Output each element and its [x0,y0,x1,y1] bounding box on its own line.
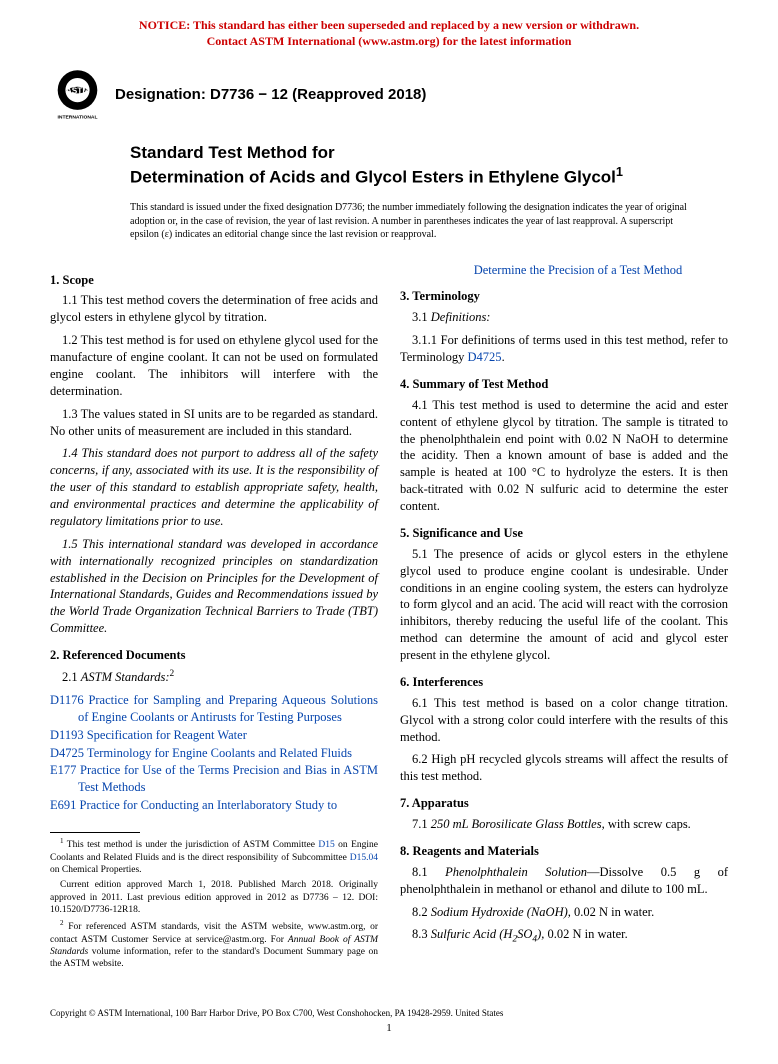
footnote-1a: 1 This test method is under the jurisdic… [50,837,378,876]
designation: Designation: D7736 − 12 (Reapproved 2018… [115,86,426,103]
ref-d1193-text[interactable]: Specification for Reagent Water [84,728,247,742]
s8-p3-rest: 0.02 N in water. [544,927,627,941]
section-5-head: 5. Significance and Use [400,525,728,542]
s7-p1-label: 250 mL Borosilicate Glass Bottles, [431,817,605,831]
ref-d4725: D4725 Terminology for Engine Coolants an… [50,745,378,762]
ref-d1193: D1193 Specification for Reagent Water [50,727,378,744]
doc-title: Standard Test Method for Determination o… [130,142,728,189]
footnote-2: 2 For referenced ASTM standards, visit t… [50,919,378,971]
notice-line2: Contact ASTM International (www.astm.org… [207,34,572,48]
ref-d1193-code[interactable]: D1193 [50,728,84,742]
s8-p1-num: 8.1 [412,865,445,879]
notice-banner: NOTICE: This standard has either been su… [50,18,728,49]
page-number: 1 [50,1022,728,1034]
ref-e177-code[interactable]: E177 [50,763,76,777]
astm-logo: ASTM INTERNATIONAL [50,67,105,122]
fn1-link1[interactable]: D15 [318,840,334,850]
section-1-p4: 1.4 This standard does not purport to ad… [50,445,378,529]
s3-p1-label: Definitions: [431,310,491,324]
fn1-link2[interactable]: D15.04 [350,853,378,863]
section-6-p1: 6.1 This test method is based on a color… [400,695,728,746]
ref-d1176-text[interactable]: Practice for Sampling and Preparing Aque… [78,693,378,724]
title-line1: Standard Test Method for [130,143,335,162]
header-row: ASTM INTERNATIONAL Designation: D7736 − … [50,67,728,122]
section-3-p2: 3.1.1 For definitions of terms used in t… [400,332,728,366]
section-8-p3: 8.3 Sulfuric Acid (H2SO4), 0.02 N in wat… [400,926,728,946]
s2-intro-sup: 2 [170,669,175,679]
title-line2: Determination of Acids and Glycol Esters… [130,168,616,187]
s8-p2-num: 8.2 [412,905,431,919]
section-4-head: 4. Summary of Test Method [400,376,728,393]
left-column: 1. Scope 1.1 This test method covers the… [50,262,378,974]
fn1-a: This test method is under the jurisdicti… [64,840,319,850]
s8-p3-mid: SO [517,927,532,941]
section-6-p2: 6.2 High pH recycled glycols streams wil… [400,751,728,785]
page: NOTICE: This standard has either been su… [0,0,778,1064]
s8-p3-pre: Sulfuric Acid (H [431,927,513,941]
s3-p2-post: . [502,350,505,364]
section-8-p1: 8.1 Phenolphthalein Solution—Dissolve 0.… [400,864,728,898]
ref-e177-text[interactable]: Practice for Use of the Terms Precision … [76,763,378,794]
section-1-p5: 1.5 This international standard was deve… [50,536,378,637]
copyright: Copyright © ASTM International, 100 Barr… [50,1008,728,1018]
s2-intro-num: 2.1 [62,670,81,684]
ref-d4725-text[interactable]: Terminology for Engine Coolants and Rela… [84,746,352,760]
section-3-head: 3. Terminology [400,288,728,305]
logo-text-top: ASTM [66,87,90,96]
s8-p1-label: Phenolphthalein Solution [445,865,587,879]
footnotes: 1 This test method is under the jurisdic… [50,837,378,971]
s3-p1-num: 3.1 [412,310,431,324]
ref-d4725-code[interactable]: D4725 [50,746,84,760]
s7-p1-rest: with screw caps. [605,817,691,831]
s8-p2-rest: 0.02 N in water. [571,905,654,919]
ref-d1176-code[interactable]: D1176 [50,693,84,707]
section-6-head: 6. Interferences [400,674,728,691]
section-1-p2: 1.2 This test method is for used on ethy… [50,332,378,400]
ref-e177: E177 Practice for Use of the Terms Preci… [50,762,378,796]
section-7-head: 7. Apparatus [400,795,728,812]
s8-p3-label: Sulfuric Acid (H2SO4), [431,927,545,941]
section-8-p2: 8.2 Sodium Hydroxide (NaOH), 0.02 N in w… [400,904,728,921]
s3-p2-link[interactable]: D4725 [468,350,502,364]
section-7-p1: 7.1 250 mL Borosilicate Glass Bottles, w… [400,816,728,833]
s8-p3-num: 8.3 [412,927,431,941]
s3-p2-pre: 3.1.1 For definitions of terms used in t… [400,333,728,364]
s7-p1-num: 7.1 [412,817,431,831]
section-1-head: 1. Scope [50,272,378,289]
section-2-head: 2. Referenced Documents [50,647,378,664]
title-block: Standard Test Method for Determination o… [130,142,728,189]
footnote-separator [50,832,140,833]
logo-text-bottom: INTERNATIONAL [58,115,98,121]
section-1-p1: 1.1 This test method covers the determin… [50,292,378,326]
ref-e691-code[interactable]: E691 [50,798,76,812]
notice-line1: NOTICE: This standard has either been su… [139,18,639,32]
section-8-head: 8. Reagents and Materials [400,843,728,860]
right-column: Determine the Precision of a Test Method… [400,262,728,974]
ref-d1176: D1176 Practice for Sampling and Preparin… [50,692,378,726]
section-1-p3: 1.3 The values stated in SI units are to… [50,406,378,440]
issuance-note: This standard is issued under the fixed … [130,201,728,242]
s2-intro-label: ASTM Standards: [81,670,170,684]
section-3-p1: 3.1 Definitions: [400,309,728,326]
ref-e691: E691 Practice for Conducting an Interlab… [50,797,378,814]
fn2-b: volume information, refer to the standar… [50,947,378,969]
ref-e691-cont[interactable]: Determine the Precision of a Test Method [400,262,728,279]
footnote-1b: Current edition approved March 1, 2018. … [50,879,378,916]
ref-e691-text[interactable]: Practice for Conducting an Interlaborato… [76,798,337,812]
title-sup: 1 [616,164,623,179]
columns: 1. Scope 1.1 This test method covers the… [50,262,728,974]
s8-p2-label: Sodium Hydroxide (NaOH), [431,905,571,919]
fn1-c: on Chemical Properties. [50,865,142,875]
section-2-intro: 2.1 ASTM Standards:2 [50,668,378,686]
section-4-p1: 4.1 This test method is used to determin… [400,397,728,515]
section-5-p1: 5.1 The presence of acids or glycol este… [400,546,728,664]
